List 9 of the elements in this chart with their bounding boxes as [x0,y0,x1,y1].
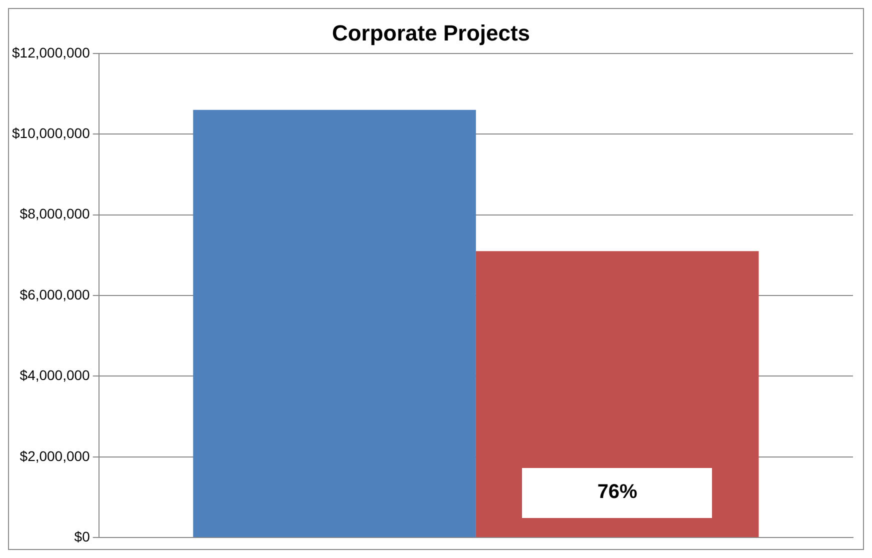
chart-title: Corporate Projects [332,20,530,46]
y-tick-label: $10,000,000 [12,124,90,141]
y-tick-label: $2,000,000 [20,448,90,464]
y-tick-label: $12,000,000 [12,44,90,60]
y-tick-label: $8,000,000 [20,206,90,222]
label-box: 76% [522,468,712,518]
y-tick-label: $0 [74,528,90,544]
y-tick-label: $6,000,000 [20,286,90,302]
y-tick-label: $4,000,000 [20,367,90,384]
